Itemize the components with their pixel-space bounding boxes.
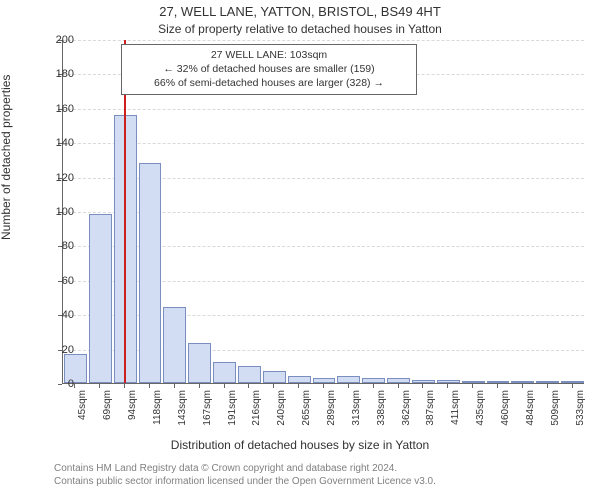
- histogram-bar: [139, 163, 162, 383]
- y-tick-label: 20: [44, 344, 74, 356]
- histogram-bar: [163, 307, 186, 383]
- histogram-bar: [437, 380, 460, 383]
- x-tick-label: 143sqm: [177, 390, 188, 426]
- gridline: [63, 109, 584, 110]
- annotation-line3: 66% of semi-detached houses are larger (…: [128, 76, 410, 90]
- footer-line2: Contains public sector information licen…: [54, 475, 436, 488]
- histogram-bar: [561, 381, 584, 383]
- y-tick-label: 120: [44, 172, 74, 184]
- y-tick-label: 180: [44, 68, 74, 80]
- x-tick-label: 460sqm: [500, 390, 511, 426]
- x-tick-label: 289sqm: [326, 390, 337, 426]
- y-tick-label: 80: [44, 240, 74, 252]
- histogram-bar: [313, 378, 336, 383]
- histogram-bar: [462, 381, 485, 383]
- footer-attribution: Contains HM Land Registry data © Crown c…: [54, 462, 436, 488]
- x-tick-label: 411sqm: [450, 390, 461, 425]
- x-tick: [199, 384, 200, 388]
- x-tick: [74, 384, 75, 388]
- x-tick-label: 313sqm: [351, 390, 362, 426]
- x-axis-label: Distribution of detached houses by size …: [0, 438, 600, 452]
- annotation-line1: 27 WELL LANE: 103sqm: [128, 48, 410, 62]
- x-tick: [99, 384, 100, 388]
- footer-line1: Contains HM Land Registry data © Crown c…: [54, 462, 436, 475]
- histogram-bar: [536, 381, 559, 383]
- x-tick: [572, 384, 573, 388]
- x-tick: [124, 384, 125, 388]
- y-axis-label: Number of detached properties: [0, 75, 13, 240]
- histogram-bar: [362, 378, 385, 383]
- x-tick-label: 265sqm: [301, 390, 312, 426]
- x-tick: [547, 384, 548, 388]
- plot-area: 27 WELL LANE: 103sqm← 32% of detached ho…: [62, 40, 584, 384]
- x-tick: [323, 384, 324, 388]
- x-tick-label: 484sqm: [525, 390, 536, 426]
- x-tick: [224, 384, 225, 388]
- x-tick-label: 240sqm: [276, 390, 287, 426]
- histogram-bar: [238, 366, 261, 383]
- x-tick-label: 338sqm: [376, 390, 387, 426]
- y-tick-label: 0: [44, 378, 74, 390]
- chart-title: 27, WELL LANE, YATTON, BRISTOL, BS49 4HT: [0, 4, 600, 19]
- x-tick: [348, 384, 349, 388]
- histogram-bar: [288, 376, 311, 383]
- annotation-box: 27 WELL LANE: 103sqm← 32% of detached ho…: [121, 44, 417, 95]
- x-tick: [447, 384, 448, 388]
- x-tick: [398, 384, 399, 388]
- y-tick-label: 200: [44, 34, 74, 46]
- x-tick-label: 435sqm: [475, 390, 486, 426]
- x-tick-label: 387sqm: [425, 390, 436, 426]
- x-tick: [422, 384, 423, 388]
- x-tick: [174, 384, 175, 388]
- annotation-line2: ← 32% of detached houses are smaller (15…: [128, 62, 410, 76]
- y-tick-label: 40: [44, 309, 74, 321]
- histogram-bar: [487, 381, 510, 383]
- x-tick-label: 118sqm: [152, 390, 163, 425]
- y-tick-label: 100: [44, 206, 74, 218]
- gridline: [63, 143, 584, 144]
- x-tick: [472, 384, 473, 388]
- x-tick-label: 69sqm: [102, 390, 113, 420]
- x-tick-label: 94sqm: [127, 390, 138, 420]
- y-tick-label: 60: [44, 275, 74, 287]
- x-tick: [298, 384, 299, 388]
- histogram-bar: [387, 378, 410, 383]
- x-tick: [149, 384, 150, 388]
- chart-subtitle: Size of property relative to detached ho…: [0, 22, 600, 36]
- x-tick: [273, 384, 274, 388]
- y-tick-label: 140: [44, 137, 74, 149]
- x-tick-label: 216sqm: [251, 390, 262, 426]
- histogram-bar: [263, 371, 286, 383]
- histogram-bar: [337, 376, 360, 383]
- histogram-bar: [188, 343, 211, 383]
- histogram-bar: [412, 380, 435, 383]
- x-tick: [373, 384, 374, 388]
- x-tick-label: 509sqm: [550, 390, 561, 426]
- x-tick-label: 362sqm: [401, 390, 412, 426]
- y-tick-label: 160: [44, 103, 74, 115]
- x-tick: [497, 384, 498, 388]
- x-tick-label: 533sqm: [575, 390, 586, 426]
- gridline: [63, 40, 584, 41]
- x-tick-label: 167sqm: [202, 390, 213, 426]
- x-tick-label: 191sqm: [227, 390, 238, 426]
- histogram-bar: [89, 214, 112, 383]
- x-tick-label: 45sqm: [77, 390, 88, 420]
- histogram-bar: [511, 381, 534, 383]
- x-tick: [522, 384, 523, 388]
- histogram-bar: [213, 362, 236, 383]
- x-tick: [248, 384, 249, 388]
